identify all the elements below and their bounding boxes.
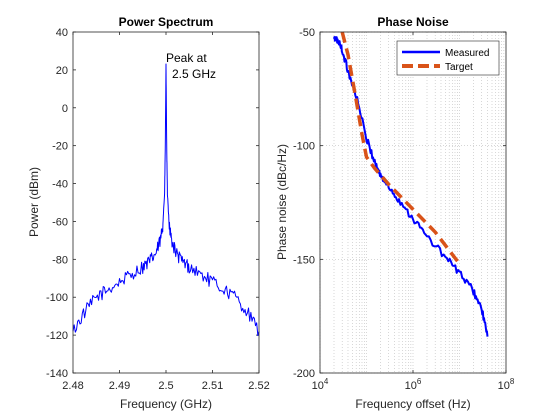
x-tick-label: 2.52 <box>248 380 269 392</box>
y-tick-label: -140 <box>46 368 68 380</box>
y-tick-label: 40 <box>56 27 68 39</box>
y-tick-label: -200 <box>293 368 315 380</box>
chart-title: Power Spectrum <box>119 15 214 29</box>
y-axis-label: Power (dBm) <box>27 167 41 237</box>
y-tick-label: -40 <box>52 179 68 191</box>
series-line-measured <box>333 36 489 337</box>
x-tick-label: 108 <box>498 377 515 392</box>
x-ticks: 104 106 108 <box>312 32 515 392</box>
y-ticks: -140 -120 -100 -80 -60 -40 -20 0 20 40 <box>46 27 259 380</box>
x-tick-label: 104 <box>312 377 329 392</box>
series-line-spectrum <box>72 63 260 337</box>
y-tick-label: 20 <box>56 65 68 77</box>
peak-annotation-line-1: Peak at <box>166 51 207 65</box>
y-tick-label: 0 <box>62 103 68 115</box>
y-tick-label: -100 <box>293 141 315 153</box>
power-spectrum-chart: Power Spectrum 2.48 2.49 2.5 2.51 2.52 -140-… <box>27 15 270 411</box>
y-axis-label: Phase noise (dBc/Hz) <box>275 144 289 260</box>
y-tick-label: -120 <box>46 330 68 342</box>
peak-annotation-line-2: 2.5 GHz <box>172 67 216 81</box>
legend: Measured Target <box>396 40 500 76</box>
legend-label-measured: Measured <box>445 48 489 59</box>
x-tick-label: 2.51 <box>202 380 223 392</box>
x-axis-label: Frequency (GHz) <box>120 397 212 411</box>
y-tick-label: -50 <box>299 27 315 39</box>
series-lines <box>333 31 489 337</box>
x-tick-label: 2.48 <box>62 380 83 392</box>
axes-box <box>319 31 507 374</box>
x-tick-label: 106 <box>405 377 422 392</box>
series-lines <box>72 63 260 337</box>
y-tick-label: -100 <box>46 292 68 304</box>
y-ticks: -200 -150 -100 -50 <box>293 27 506 380</box>
y-tick-label: -60 <box>52 216 68 228</box>
phase-noise-chart: Phase Noise 104 106 108 -200 -150 -100 -50 Me… <box>275 15 515 411</box>
plot-area <box>320 32 506 373</box>
y-tick-label: -20 <box>52 141 68 153</box>
chart-title: Phase Noise <box>377 15 449 29</box>
legend-label-target: Target <box>445 62 473 73</box>
x-tick-label: 2.49 <box>109 380 130 392</box>
y-tick-label: -150 <box>293 254 315 266</box>
y-tick-label: -80 <box>52 254 68 266</box>
legend-box <box>396 40 500 76</box>
x-axis-label: Frequency offset (Hz) <box>355 397 470 411</box>
series-line-target <box>340 31 461 265</box>
axes-box <box>72 31 260 374</box>
x-tick-label: 2.5 <box>158 380 173 392</box>
